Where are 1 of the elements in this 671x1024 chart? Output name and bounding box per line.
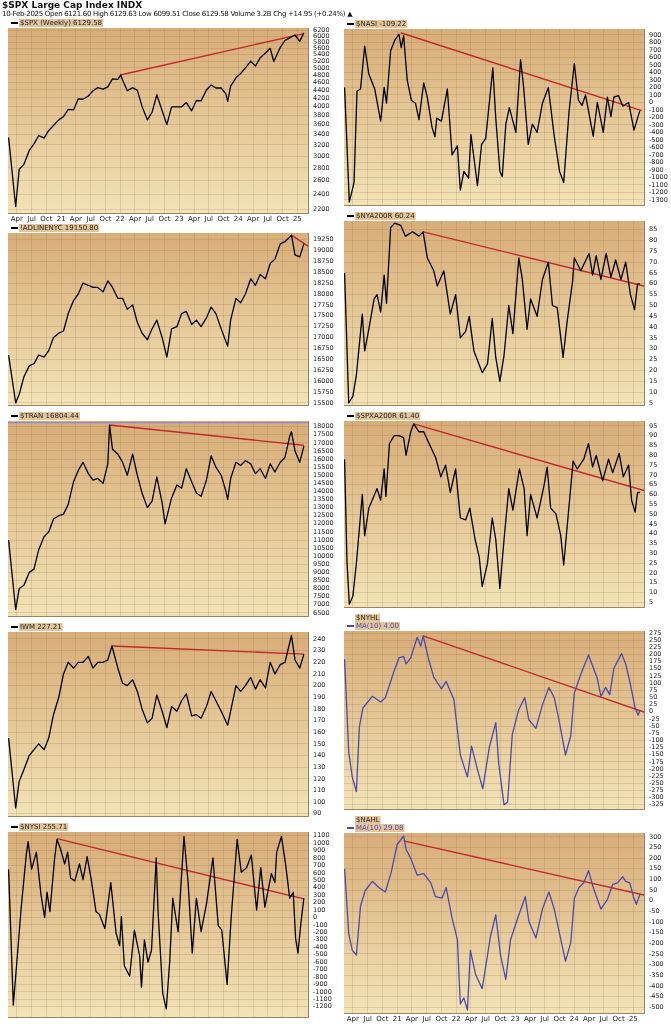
chart-title: $SPX Large Cap Index INDX [2,0,143,10]
